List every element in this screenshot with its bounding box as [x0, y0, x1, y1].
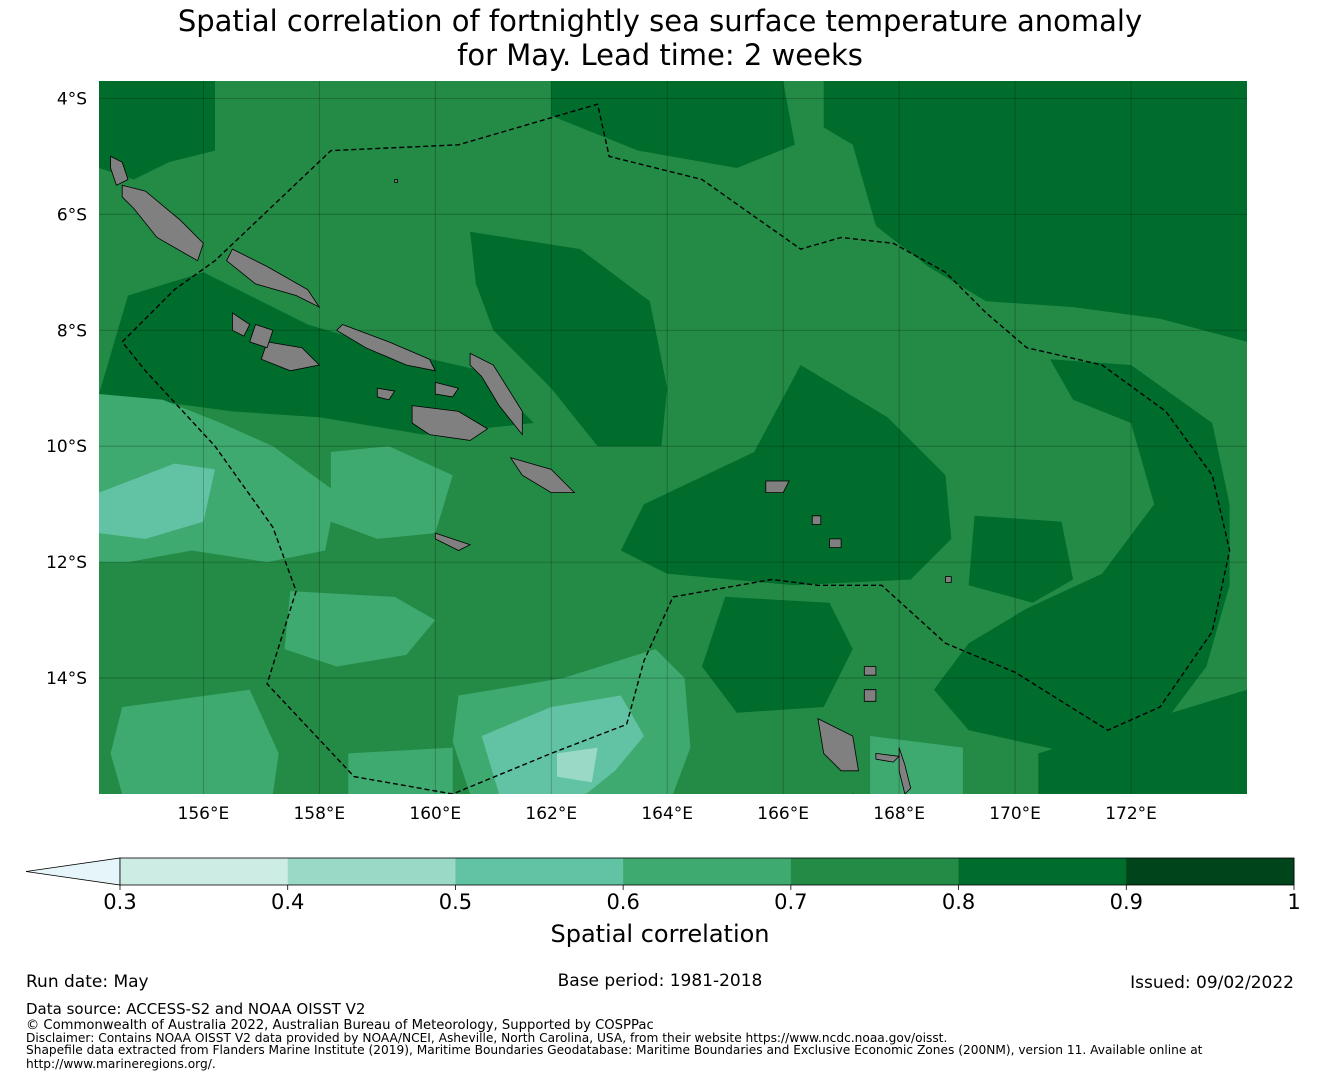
island: [121, 184, 204, 262]
latitude-tick-labels: 4°S 6°S 8°S 10°S 12°S 14°S: [46, 89, 87, 689]
correlation-region: [551, 81, 795, 168]
land-masses: [110, 155, 952, 794]
colorbar: 0.3 0.4 0.5 0.6 0.7 0.8 0.9 1 Spatial correlatio…: [25, 857, 1301, 948]
latitude-tick-label: 12°S: [46, 553, 87, 573]
correlation-region: [481, 695, 644, 794]
island: [110, 155, 129, 186]
latitude-tick-label: 8°S: [57, 321, 87, 341]
correlation-region: [702, 596, 853, 713]
correlation-region: [870, 736, 963, 794]
colorbar-segment: [1126, 858, 1295, 885]
island: [811, 515, 822, 525]
island: [898, 747, 912, 794]
colorbar-tick-label: 0.6: [606, 890, 639, 914]
correlation-region: [348, 747, 453, 794]
island: [260, 341, 321, 372]
latitude-tick-label: 10°S: [46, 437, 87, 457]
island: [231, 312, 251, 337]
shapefile-credit-line-2: http://www.marineregions.org/.: [26, 1057, 216, 1071]
island: [829, 538, 842, 548]
longitude-tick-label: 164°E: [641, 804, 693, 824]
longitude-tick-label: 162°E: [525, 804, 577, 824]
colorbar-segment: [958, 858, 1127, 885]
island: [434, 532, 472, 551]
colorbar-tick-label: 0.5: [439, 890, 472, 914]
latitude-tick-label: 14°S: [46, 669, 87, 689]
correlation-region: [620, 365, 952, 586]
island: [875, 752, 900, 763]
data-source: Data source: ACCESS-S2 and NOAA OISST V2: [26, 1000, 366, 1018]
island: [863, 666, 877, 676]
island: [249, 323, 274, 349]
issued-date: Issued: 09/02/2022: [1130, 973, 1294, 993]
map-title-line-1: Spatial correlation of fortnightly sea s…: [177, 4, 1143, 38]
copyright-notice: © Commonwealth of Australia 2022, Austra…: [26, 1018, 654, 1033]
longitude-tick-label: 172°E: [1105, 804, 1157, 824]
longitude-tick-label: 156°E: [178, 804, 230, 824]
eez-boundary: [121, 103, 1231, 794]
island: [376, 387, 396, 401]
correlation-region: [470, 231, 668, 447]
island: [411, 405, 489, 441]
island: [226, 248, 321, 309]
correlation-region: [968, 515, 1074, 603]
map-plot-area: [99, 81, 1247, 794]
colorbar-label: Spatial correlation: [550, 920, 769, 948]
base-period: Base period: 1981-2018: [557, 971, 763, 991]
correlation-regions: [99, 81, 1247, 794]
latitude-tick-label: 4°S: [57, 89, 87, 109]
island: [945, 576, 952, 583]
correlation-region: [557, 747, 598, 783]
colorbar-segment: [287, 858, 456, 885]
gridlines: [99, 81, 1247, 794]
island: [434, 381, 460, 398]
island: [469, 352, 523, 436]
shapefile-credit-line-1: Shapefile data extracted from Flanders M…: [26, 1043, 1203, 1057]
longitude-tick-label: 160°E: [409, 804, 461, 824]
correlation-region: [1038, 689, 1247, 794]
island: [765, 480, 790, 494]
colorbar-segment: [623, 858, 792, 885]
colorbar-tick-label: 0.8: [942, 890, 975, 914]
colorbar-segment: [455, 858, 624, 885]
correlation-region: [823, 81, 1247, 342]
island: [336, 324, 437, 372]
longitude-tick-label: 158°E: [293, 804, 345, 824]
colorbar-tick-label: 0.4: [271, 890, 304, 914]
colorbar-tick-label: 0.9: [1110, 890, 1143, 914]
colorbar-under-triangle: [25, 857, 121, 886]
latitude-tick-label: 6°S: [57, 205, 87, 225]
disclaimer: Disclaimer: Contains NOAA OISST V2 data …: [26, 1031, 948, 1045]
longitude-tick-labels: 156°E 158°E 160°E 162°E 164°E 166°E 168°E 170°E…: [178, 804, 1157, 824]
correlation-region: [99, 81, 215, 180]
island: [817, 717, 859, 772]
run-date: Run date: May: [26, 972, 149, 992]
longitude-tick-label: 170°E: [989, 804, 1041, 824]
island: [852, 793, 854, 794]
colorbar-frame: [119, 857, 1295, 886]
colorbar-segment: [790, 858, 960, 885]
colorbar-tick-label: 0.3: [103, 890, 136, 914]
correlation-region: [933, 359, 1230, 754]
colorbar-tick-label: 1: [1287, 890, 1300, 914]
colorbar-segment: [120, 858, 289, 885]
correlation-region: [99, 463, 215, 539]
correlation-region: [284, 591, 436, 667]
colorbar-tick-label: 0.7: [774, 890, 807, 914]
longitude-tick-label: 166°E: [757, 804, 809, 824]
correlation-region: [110, 689, 279, 794]
correlation-region: [99, 272, 534, 435]
correlation-region: [330, 446, 453, 539]
eez-boundaries: [121, 103, 1231, 794]
island: [509, 457, 576, 494]
longitude-tick-label: 168°E: [873, 804, 925, 824]
map-title-line-2: for May. Lead time: 2 weeks: [457, 38, 863, 72]
island: [394, 179, 399, 183]
island: [863, 689, 877, 702]
